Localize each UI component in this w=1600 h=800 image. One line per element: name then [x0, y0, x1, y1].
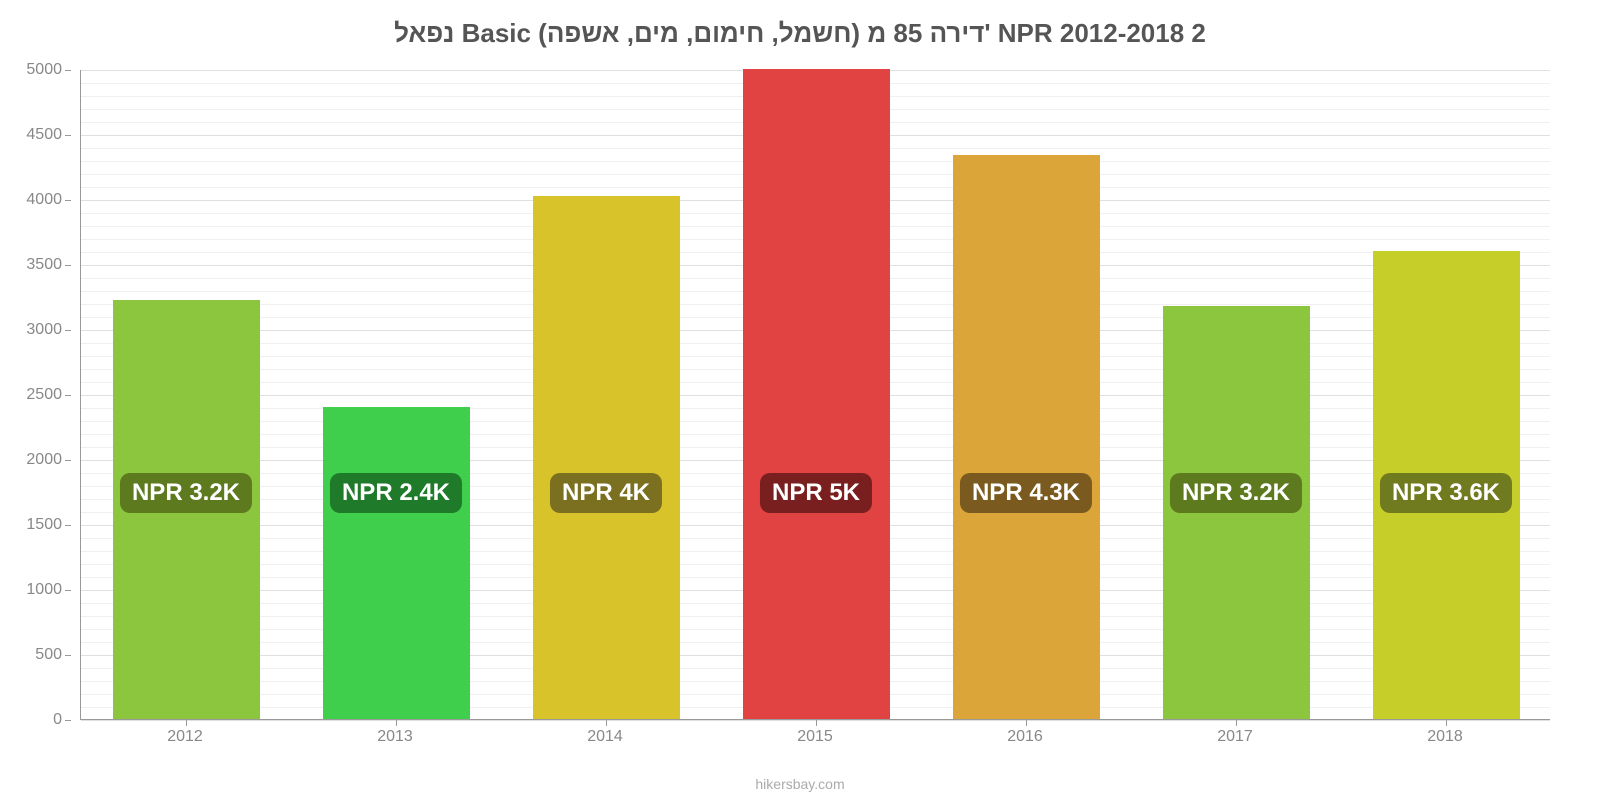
bar — [743, 69, 890, 719]
y-axis-labels: 0500100015002000250030003500400045005000 — [0, 70, 70, 720]
x-axis-label: 2013 — [377, 728, 413, 746]
y-axis-label: 0 — [53, 711, 62, 729]
bar-value-label: NPR 3.2K — [1170, 473, 1302, 513]
y-tick — [65, 460, 71, 461]
y-axis-label: 5000 — [26, 61, 62, 79]
y-tick — [65, 265, 71, 266]
bars-group — [81, 70, 1550, 719]
y-axis-label: 3000 — [26, 321, 62, 339]
plot-area: NPR 3.2K NPR 2.4K NPR 4K NPR 5K NPR 4.3K NPR … — [80, 70, 1550, 720]
chart-title: נפאל Basic (חשמל, חימום, מים, אשפה) דירה… — [0, 18, 1600, 49]
y-axis-label: 3500 — [26, 256, 62, 274]
y-axis-label: 2000 — [26, 451, 62, 469]
y-tick — [65, 655, 71, 656]
y-axis-label: 4000 — [26, 191, 62, 209]
y-axis-label: 2500 — [26, 386, 62, 404]
y-tick — [65, 135, 71, 136]
bar-value-label: NPR 3.6K — [1380, 473, 1512, 513]
y-axis-label: 1500 — [26, 516, 62, 534]
x-axis-label: 2017 — [1217, 728, 1253, 746]
x-axis-label: 2015 — [797, 728, 833, 746]
bar — [323, 407, 470, 719]
x-axis-label: 2016 — [1007, 728, 1043, 746]
y-tick — [65, 590, 71, 591]
bar-value-label: NPR 2.4K — [330, 473, 462, 513]
bar-value-label: NPR 4K — [550, 473, 662, 513]
chart-container: נפאל Basic (חשמל, חימום, מים, אשפה) דירה… — [0, 0, 1600, 800]
y-tick — [65, 330, 71, 331]
bar-value-label: NPR 5K — [760, 473, 872, 513]
x-axis-label: 2014 — [587, 728, 623, 746]
y-axis-label: 1000 — [26, 581, 62, 599]
y-tick — [65, 525, 71, 526]
y-tick — [65, 70, 71, 71]
y-tick — [65, 720, 71, 721]
bar — [533, 196, 680, 719]
y-tick — [65, 395, 71, 396]
y-tick — [65, 200, 71, 201]
bar — [953, 155, 1100, 719]
x-axis-labels: 2012 2013 2014 2015 2016 2017 2018 — [80, 722, 1550, 752]
bar-value-label: NPR 3.2K — [120, 473, 252, 513]
x-axis-label: 2012 — [167, 728, 203, 746]
attribution-text: hikersbay.com — [0, 776, 1600, 792]
y-axis-label: 500 — [35, 646, 62, 664]
y-axis-label: 4500 — [26, 126, 62, 144]
x-axis-label: 2018 — [1427, 728, 1463, 746]
bar-value-label: NPR 4.3K — [960, 473, 1092, 513]
